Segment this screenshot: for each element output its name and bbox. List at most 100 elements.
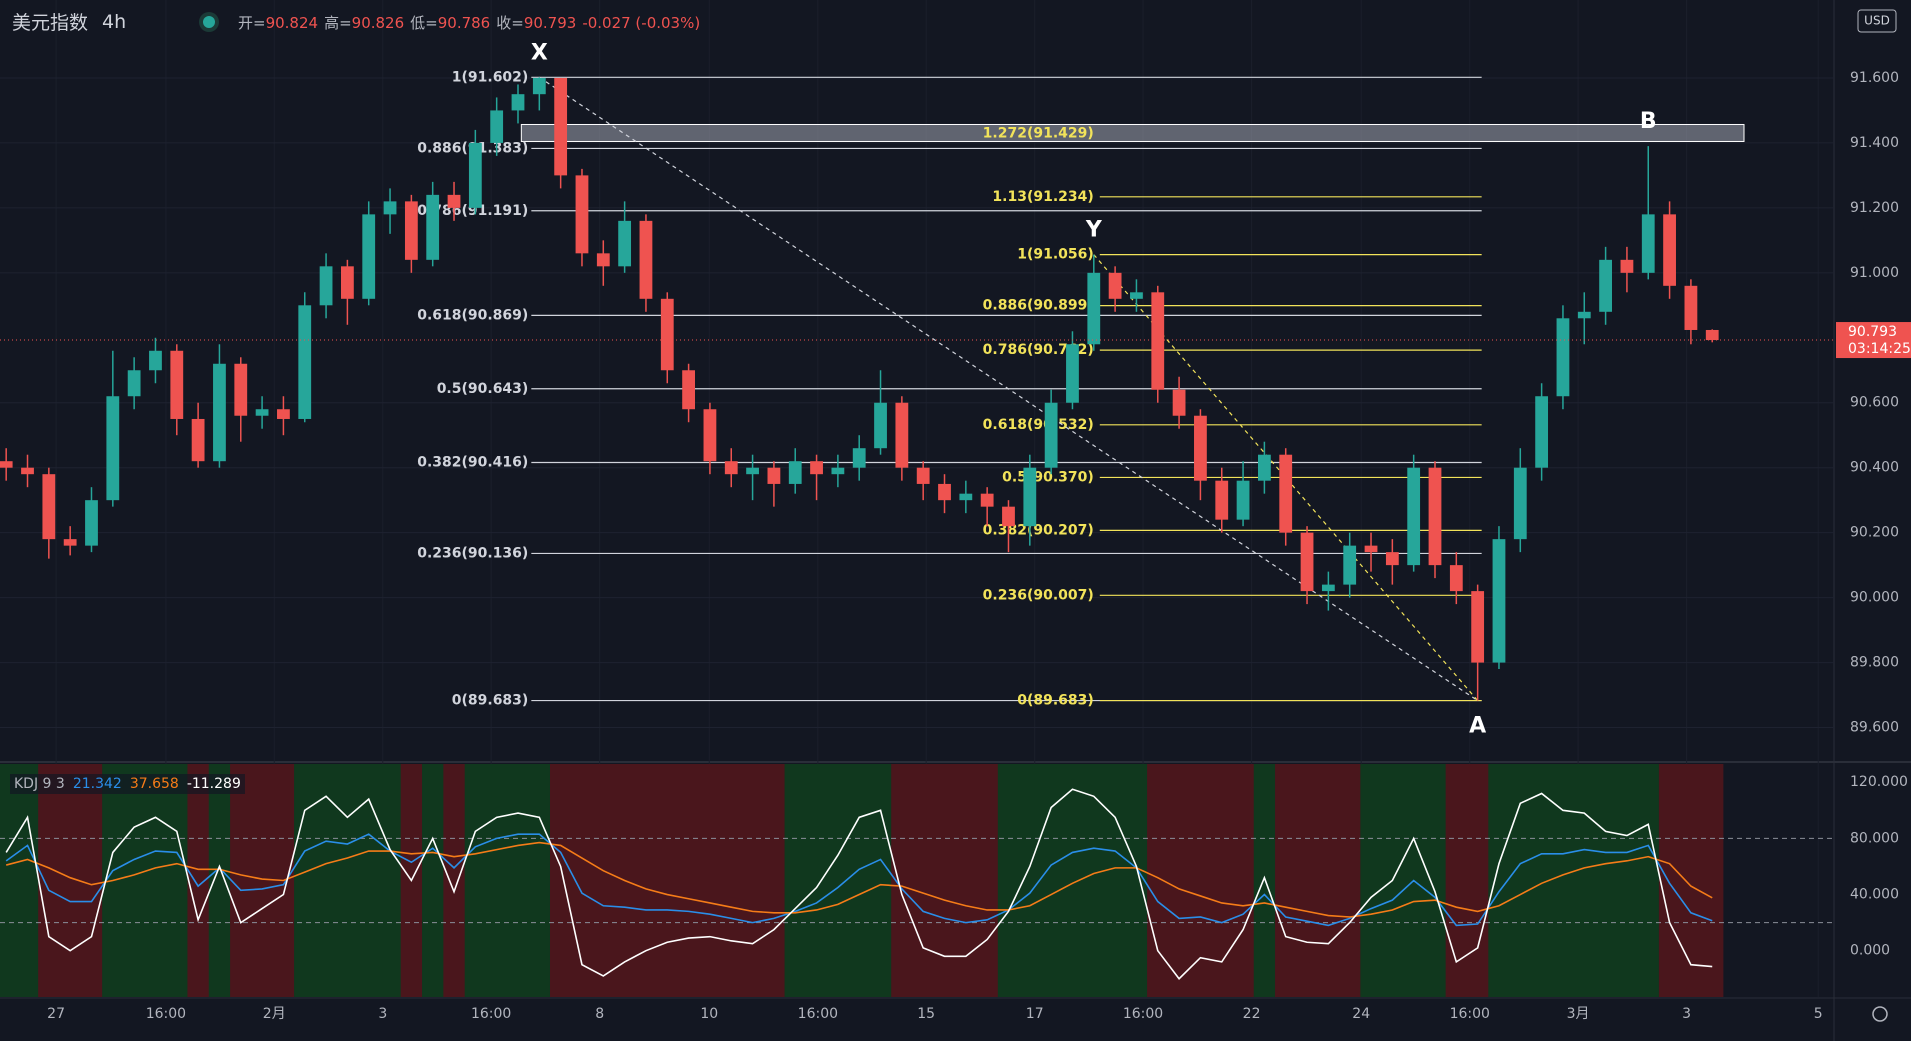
candle-body bbox=[916, 467, 930, 484]
trend-region bbox=[1573, 764, 1596, 997]
trend-region bbox=[1104, 764, 1127, 997]
x-tick-label: 17 bbox=[1026, 1006, 1044, 1022]
y-tick-label: 40.000 bbox=[1850, 887, 1899, 903]
candle-body bbox=[1002, 506, 1015, 527]
pattern-label: B bbox=[1640, 109, 1657, 134]
trend-region bbox=[869, 764, 892, 997]
candle-body bbox=[1194, 415, 1207, 481]
x-tick-label: 8 bbox=[595, 1006, 604, 1022]
candle-body bbox=[1023, 467, 1037, 527]
trend-region bbox=[1296, 764, 1319, 997]
candle-body bbox=[1684, 285, 1698, 330]
x-tick-label: 5 bbox=[1814, 1006, 1823, 1022]
candle-body bbox=[1641, 214, 1655, 273]
candle-body bbox=[1705, 329, 1719, 341]
trend-region bbox=[1275, 764, 1297, 997]
trend-region bbox=[486, 764, 508, 997]
trend-region bbox=[123, 764, 146, 997]
trend-region bbox=[720, 764, 743, 997]
candle-body bbox=[383, 201, 397, 215]
candle-body bbox=[554, 77, 568, 176]
candle-body bbox=[703, 409, 717, 462]
symbol: 美元指数 bbox=[12, 12, 89, 34]
trend-region bbox=[1232, 764, 1255, 997]
trend-region bbox=[1616, 764, 1639, 997]
trend-region bbox=[1445, 764, 1468, 997]
trend-region bbox=[1360, 764, 1383, 997]
trend-region bbox=[1189, 764, 1212, 997]
trend-region bbox=[1680, 764, 1703, 997]
settings-icon[interactable] bbox=[1872, 1006, 1888, 1022]
trend-region bbox=[507, 764, 530, 997]
indicator-title: KDJ 9 3 bbox=[14, 776, 65, 792]
pattern-label: A bbox=[1469, 714, 1486, 739]
candle-body bbox=[404, 201, 418, 260]
candle-body bbox=[1343, 545, 1357, 585]
trend-region bbox=[549, 764, 572, 997]
candle-body bbox=[788, 461, 802, 484]
candle-body bbox=[1385, 552, 1399, 566]
candle-body bbox=[980, 493, 994, 507]
trend-region bbox=[0, 764, 18, 997]
trend-region bbox=[656, 764, 679, 997]
candle-body bbox=[1449, 565, 1463, 592]
trend-region bbox=[699, 764, 722, 997]
trend-region bbox=[933, 764, 956, 997]
fib-label: 0.5(90.370) bbox=[1002, 469, 1094, 485]
x-tick-label: 16:00 bbox=[798, 1006, 838, 1022]
candle-body bbox=[1044, 402, 1058, 468]
last-price: 90.793 bbox=[1848, 324, 1897, 340]
ohlc-value: 90.793 bbox=[523, 13, 577, 32]
candle-body bbox=[1108, 272, 1122, 299]
candle-body bbox=[0, 461, 13, 468]
ohlc-value: 90.824 bbox=[265, 13, 319, 32]
y-tick-label: 0.000 bbox=[1850, 943, 1890, 959]
candle-body bbox=[362, 214, 376, 299]
trend-region bbox=[1040, 764, 1063, 997]
fib-label: 0.618(90.532) bbox=[983, 417, 1094, 433]
candle-body bbox=[1066, 344, 1079, 403]
candle-body bbox=[1535, 396, 1549, 468]
fib-extension-box bbox=[520, 123, 1745, 142]
trend-region bbox=[166, 764, 188, 997]
fib-label: 1.272(91.429) bbox=[983, 125, 1094, 141]
trend-region bbox=[1168, 764, 1191, 997]
candle-body bbox=[191, 418, 205, 462]
candle-body bbox=[340, 266, 354, 299]
y-tick-label: 90.400 bbox=[1850, 460, 1899, 476]
trend-region bbox=[741, 764, 764, 997]
ohlc-value: 90.786 bbox=[437, 13, 491, 32]
trend-region bbox=[784, 764, 807, 997]
candle-body bbox=[1151, 292, 1165, 390]
y-tick-label: 91.400 bbox=[1850, 135, 1899, 151]
j-value: -11.289 bbox=[186, 776, 241, 792]
fib-label: 0.382(90.207) bbox=[983, 522, 1094, 538]
candle-body bbox=[810, 461, 823, 475]
candle-body bbox=[1087, 272, 1101, 345]
trend-region bbox=[1083, 764, 1105, 997]
ohlc-label: 低= bbox=[410, 14, 438, 32]
last-price-tag bbox=[1836, 322, 1911, 359]
y-tick-label: 90.200 bbox=[1850, 525, 1899, 541]
candle-body bbox=[596, 253, 610, 267]
trend-region bbox=[1061, 764, 1084, 997]
trend-region bbox=[1658, 764, 1681, 997]
fib-label: 0(89.683) bbox=[1017, 693, 1094, 709]
trend-region bbox=[1509, 764, 1532, 997]
candle-body bbox=[575, 175, 589, 254]
fib-label: 0.786(90.762) bbox=[983, 342, 1094, 358]
trend-region bbox=[358, 764, 380, 997]
x-tick-label: 3 bbox=[378, 1006, 387, 1022]
candle-body bbox=[42, 474, 56, 540]
trend-region bbox=[1211, 764, 1233, 997]
trend-region bbox=[891, 764, 914, 997]
kdj-line bbox=[5, 788, 1713, 980]
x-tick-label: 16:00 bbox=[1123, 1006, 1163, 1022]
candle-body bbox=[511, 94, 525, 111]
x-tick-label: 16:00 bbox=[1450, 1006, 1490, 1022]
candle-body bbox=[447, 194, 461, 208]
trend-region bbox=[976, 764, 999, 997]
change: -0.027 (-0.03%) bbox=[582, 13, 701, 32]
trend-region bbox=[1424, 764, 1447, 997]
candle-body bbox=[106, 396, 120, 501]
